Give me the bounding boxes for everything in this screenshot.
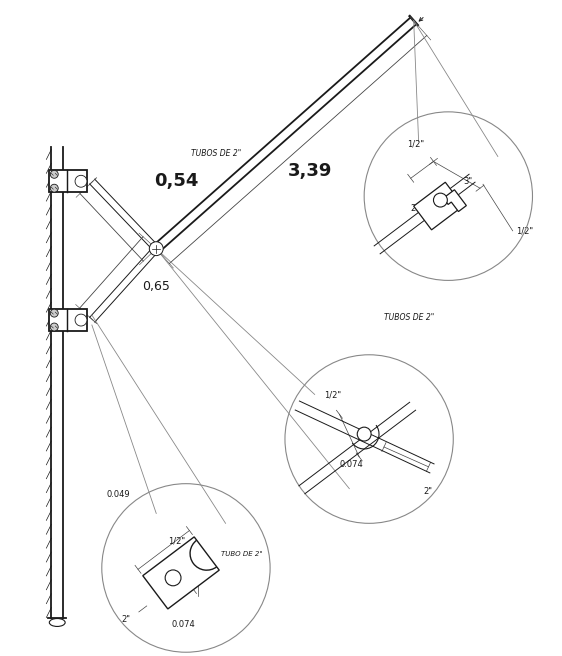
Text: 1/2": 1/2" [407,140,424,148]
Polygon shape [414,182,463,230]
Text: 3": 3" [463,177,472,186]
Text: 1/2": 1/2" [516,227,533,236]
Text: 1/2": 1/2" [168,536,185,545]
Text: 0.074: 0.074 [339,460,363,469]
Polygon shape [443,190,466,211]
Circle shape [51,184,58,192]
Text: 0,65: 0,65 [142,280,170,293]
Circle shape [51,323,58,331]
Circle shape [51,309,58,317]
Circle shape [165,570,181,586]
Text: 2": 2" [424,487,433,495]
Text: TUBOS DE 2": TUBOS DE 2" [191,150,241,159]
Text: 0.074: 0.074 [171,621,195,630]
Text: 2": 2" [411,204,420,213]
Bar [49,309,87,331]
Circle shape [433,193,447,207]
Text: TUBO DE 2": TUBO DE 2" [221,551,262,557]
Polygon shape [143,537,219,609]
Circle shape [51,171,58,178]
Circle shape [75,175,87,187]
Text: 0,54: 0,54 [154,173,198,190]
Text: TUBOS DE 2": TUBOS DE 2" [384,313,434,322]
Circle shape [357,427,371,441]
Circle shape [149,242,163,256]
Circle shape [75,314,87,326]
Text: 3,39: 3,39 [288,162,332,180]
Text: 2": 2" [121,615,130,625]
Bar [49,171,87,192]
Ellipse shape [49,619,65,626]
Text: 0.049: 0.049 [107,489,130,499]
Text: 1/2": 1/2" [325,390,342,400]
